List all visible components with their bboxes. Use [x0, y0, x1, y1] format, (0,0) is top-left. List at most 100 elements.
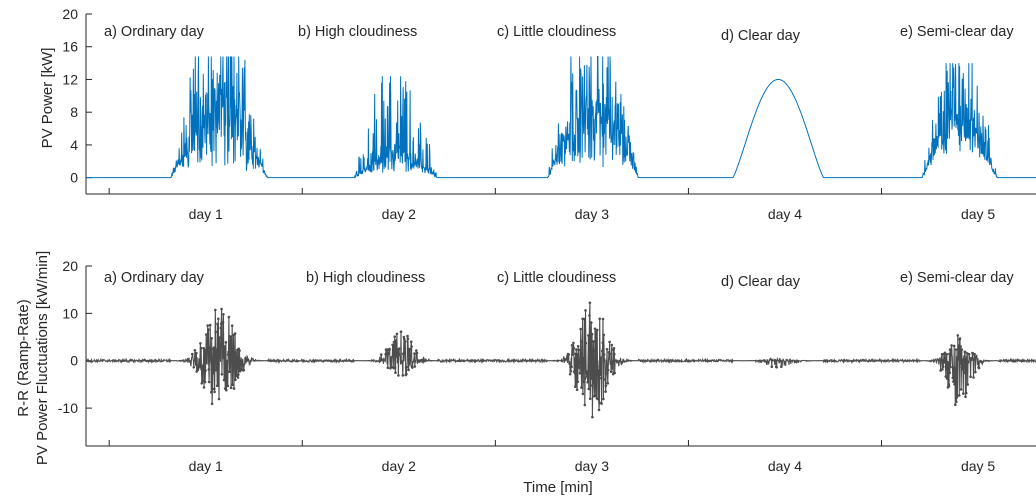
- ramp-rate-point: [415, 351, 419, 355]
- y-tick-label: 4: [70, 137, 78, 153]
- ramp-rate-point: [572, 346, 576, 350]
- ramp-rate-point: [612, 347, 616, 350]
- ramp-rate-point: [216, 322, 219, 326]
- ramp-rate-point: [229, 386, 233, 390]
- ramp-rate-point: [964, 395, 967, 399]
- ramp-rate-point: [576, 345, 580, 348]
- ramp-rate-point: [953, 383, 956, 386]
- day-annotation: a) Ordinary day: [104, 24, 205, 40]
- ramp-rate-point: [191, 352, 194, 356]
- ramp-rate-point: [948, 352, 951, 356]
- day-annotation: c) Little cloudiness: [497, 24, 616, 40]
- ramp-rate-point: [227, 350, 230, 354]
- ramp-rate-point: [230, 352, 234, 355]
- ramp-rate-point: [396, 351, 400, 355]
- ramp-rate-point: [588, 314, 591, 317]
- ramp-rate-point: [959, 345, 962, 348]
- ramp-rate-point: [397, 374, 400, 377]
- ramp-rate-point: [607, 351, 611, 354]
- ramp-rate-point: [392, 344, 395, 348]
- ramp-rate-point: [379, 353, 383, 356]
- ramp-rate-point: [583, 317, 586, 321]
- ramp-rate-point: [199, 346, 203, 350]
- ramp-rate-point: [571, 353, 574, 356]
- ramp-rate-point: [415, 349, 418, 352]
- ramp-rate-point: [207, 328, 210, 331]
- day-annotation: d) Clear day: [721, 274, 801, 290]
- ramp-rate-point: [972, 376, 975, 379]
- x-tick-label: day 2: [382, 206, 416, 222]
- ramp-rate-point: [200, 382, 204, 385]
- ramp-rate-point: [770, 365, 774, 369]
- ramp-rate-point: [956, 334, 960, 337]
- ramp-rate-point: [608, 340, 611, 344]
- ramp-rate-point: [578, 372, 582, 375]
- ramp-rate-point: [233, 332, 237, 335]
- ramp-rate-point: [595, 328, 599, 332]
- x-tick-label: day 3: [575, 206, 609, 222]
- ramp-rate-point: [397, 347, 401, 351]
- ramp-rate-point: [606, 368, 610, 372]
- ramp-rate-point: [593, 327, 597, 331]
- ramp-rate-point: [196, 367, 200, 370]
- ramp-rate-point: [238, 349, 241, 352]
- ramp-rate-point: [945, 377, 949, 380]
- ramp-rate-point: [210, 337, 213, 340]
- ramp-rate-point: [200, 367, 203, 371]
- ramp-rate-point: [580, 366, 584, 370]
- y-tick-label: 10: [62, 305, 78, 321]
- ramp-rate-point: [390, 365, 394, 369]
- ramp-rate-point: [953, 366, 957, 370]
- ramp-rate-point: [405, 372, 408, 376]
- ramp-rate-point: [602, 353, 606, 356]
- ramp-rate-point: [401, 352, 405, 356]
- ramp-rate-point: [775, 365, 778, 369]
- ramp-rate-point: [200, 365, 204, 368]
- x-tick-label: day 4: [768, 458, 802, 474]
- ramp-rate-point: [199, 342, 202, 345]
- ramp-rate-point: [592, 340, 595, 343]
- ramp-rate-point: [958, 337, 962, 340]
- ramp-rate-point: [206, 343, 209, 347]
- ramp-rate-point: [599, 376, 603, 380]
- ramp-rate-point: [951, 376, 954, 380]
- ramp-rate-point: [208, 323, 212, 327]
- ramp-rate-point: [404, 340, 407, 343]
- ramp-rate-point: [227, 315, 231, 319]
- ramp-rate-point: [591, 377, 595, 380]
- ramp-rate-point: [583, 403, 587, 407]
- ramp-rate-point: [576, 353, 579, 356]
- bottom-xlabel: Time [min]: [523, 479, 592, 496]
- ramp-rate-point: [407, 368, 410, 372]
- x-tick-label: day 1: [189, 458, 223, 474]
- ramp-rate-point: [413, 352, 416, 355]
- x-tick-label: day 4: [768, 206, 802, 222]
- ramp-rate-point: [217, 317, 220, 321]
- ramp-rate-point: [406, 334, 409, 338]
- ramp-rate-point: [570, 365, 573, 369]
- x-tick-label: day 2: [382, 458, 416, 474]
- ramp-rate-point: [954, 403, 957, 407]
- ramp-rate-point: [589, 384, 592, 387]
- ramp-rate-point: [958, 394, 961, 397]
- ramp-rate-point: [192, 366, 196, 369]
- ramp-rate-point: [579, 327, 582, 331]
- ramp-rate-point: [234, 378, 237, 382]
- top-ylabel: PV Power [kW]: [39, 48, 56, 149]
- ramp-rate-point: [215, 348, 218, 351]
- ramp-rate-point: [214, 368, 218, 372]
- ramp-rate-point: [403, 347, 406, 350]
- ramp-rate-point: [218, 336, 221, 339]
- ramp-rate-point: [584, 309, 587, 312]
- ramp-rate-point: [237, 373, 240, 376]
- ramp-rate-point: [585, 375, 589, 378]
- ramp-rate-point: [596, 365, 599, 369]
- day-annotation: b) High cloudiness: [306, 270, 425, 286]
- y-tick-label: 20: [62, 258, 78, 274]
- ramp-rate-point: [216, 384, 220, 387]
- ramp-rate-point: [201, 379, 204, 383]
- ramp-rate-series: [85, 302, 1036, 418]
- ramp-rate-point: [954, 348, 958, 351]
- ramp-rate-point: [948, 371, 952, 375]
